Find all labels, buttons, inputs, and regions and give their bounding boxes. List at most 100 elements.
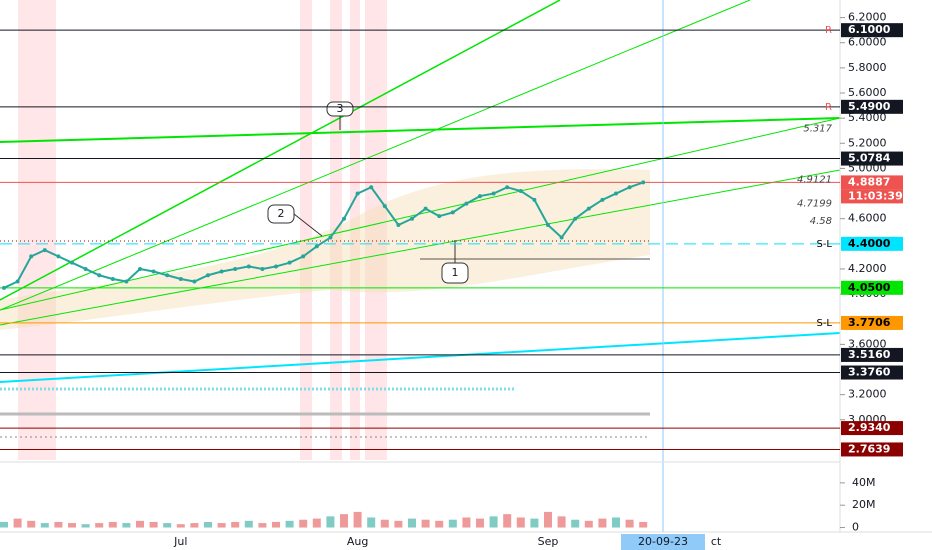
volume-bar: [122, 523, 131, 528]
volume-bar: [544, 511, 552, 528]
volume-bar: [380, 519, 389, 528]
volume-bar: [95, 523, 104, 528]
price-point: [165, 273, 170, 278]
y-tick-label: 6.0000: [848, 36, 887, 49]
price-point: [478, 194, 482, 199]
price-point: [124, 279, 129, 284]
price-point: [369, 185, 374, 190]
price-note: 5.317: [803, 124, 832, 135]
price-point: [423, 206, 428, 211]
volume-bar: [108, 521, 117, 528]
price-tag: [841, 175, 903, 190]
price-point: [301, 254, 306, 259]
price-point: [110, 277, 115, 282]
level-marker: S-L: [816, 239, 832, 250]
volume-bar: [0, 521, 8, 528]
crosshair-tag: [621, 534, 705, 550]
price-point: [600, 197, 605, 202]
price-point: [641, 180, 646, 185]
volume-bar: [81, 524, 90, 528]
price-note: 4.9121: [797, 174, 832, 185]
price-point: [83, 266, 88, 271]
price-point: [42, 248, 47, 253]
price-point: [2, 285, 6, 290]
price-point: [56, 254, 61, 259]
x-tick-label: Jul: [173, 535, 187, 548]
price-point: [178, 277, 183, 282]
volume-bar: [557, 516, 566, 528]
y-tick-label: 3.6000: [848, 337, 887, 350]
price-tag: [841, 347, 903, 362]
x-tick-label: Aug: [347, 535, 368, 548]
y-tick-label: 5.2000: [848, 136, 887, 149]
trend-lines: [0, 0, 841, 438]
y-tick-label: 40M: [852, 476, 876, 489]
volume-bar: [462, 517, 471, 528]
price-tag-label: 4.8887: [848, 175, 890, 188]
price-point: [505, 185, 510, 190]
price-tag-label: 5.4900: [848, 100, 891, 113]
price-tag-label: 4.4000: [848, 237, 891, 250]
volume-bar: [68, 523, 76, 528]
x-tick-label: Sep: [538, 535, 559, 548]
volume-bar: [503, 514, 512, 528]
price-point: [396, 222, 401, 227]
price-point: [328, 235, 333, 240]
price-tag: [841, 315, 903, 330]
volume-bar: [54, 521, 63, 528]
price-tag-label: 3.5160: [848, 348, 891, 361]
price-tag-label: 4.0500: [848, 281, 891, 294]
price-point: [219, 269, 224, 274]
volume-bar: [149, 521, 158, 528]
volume-bar: [136, 520, 144, 528]
volume-bar: [204, 521, 212, 528]
price-point: [518, 189, 523, 194]
price-point: [382, 204, 387, 209]
volume-bar: [421, 519, 430, 528]
price-point: [437, 214, 442, 219]
volume-bar: [299, 519, 308, 528]
price-point: [151, 269, 156, 274]
price-tag-label: 5.0784: [848, 152, 891, 165]
y-tick-label: 0: [852, 521, 859, 534]
price-point: [70, 260, 74, 265]
volume-bar: [258, 523, 267, 528]
crosshair-date: 20-09-23: [638, 535, 688, 548]
volume-bar: [285, 520, 294, 528]
volume-bar: [190, 523, 199, 528]
session-highlights: [18, 0, 387, 460]
volume-bar: [489, 516, 498, 528]
volume-bar: [639, 521, 648, 528]
countdown: 11:03:39: [848, 189, 903, 202]
price-line: [3, 181, 644, 289]
price-point: [287, 260, 292, 265]
y-tick-label: 3.2000: [848, 388, 887, 401]
price-point: [260, 266, 265, 271]
volume-bar: [244, 520, 253, 528]
volume-bar: [326, 516, 335, 528]
price-point: [342, 216, 346, 221]
price-point: [355, 191, 360, 196]
volume-bar: [13, 518, 22, 528]
y-tick-label: 5.6000: [848, 86, 887, 99]
volume-bar: [340, 514, 348, 528]
level-marker: R: [825, 25, 832, 36]
price-tag: [841, 421, 903, 436]
price-point: [206, 273, 210, 278]
volume-bar: [353, 511, 362, 528]
price-point: [491, 191, 496, 196]
level-marker: S-L: [816, 318, 832, 329]
volume-bar: [530, 518, 539, 528]
price-tag: [841, 99, 903, 114]
price-point: [29, 254, 34, 259]
price-tag: [841, 280, 903, 295]
band-area: [0, 169, 650, 330]
price-point: [532, 197, 537, 202]
price-point: [15, 279, 20, 284]
price-tag-label: 6.1000: [848, 23, 891, 36]
price-tag-label: 3.3760: [848, 366, 891, 379]
y-tick-label: 20M: [852, 498, 876, 511]
price-point: [233, 266, 238, 271]
volume-bar: [176, 524, 185, 528]
price-point: [192, 279, 197, 284]
